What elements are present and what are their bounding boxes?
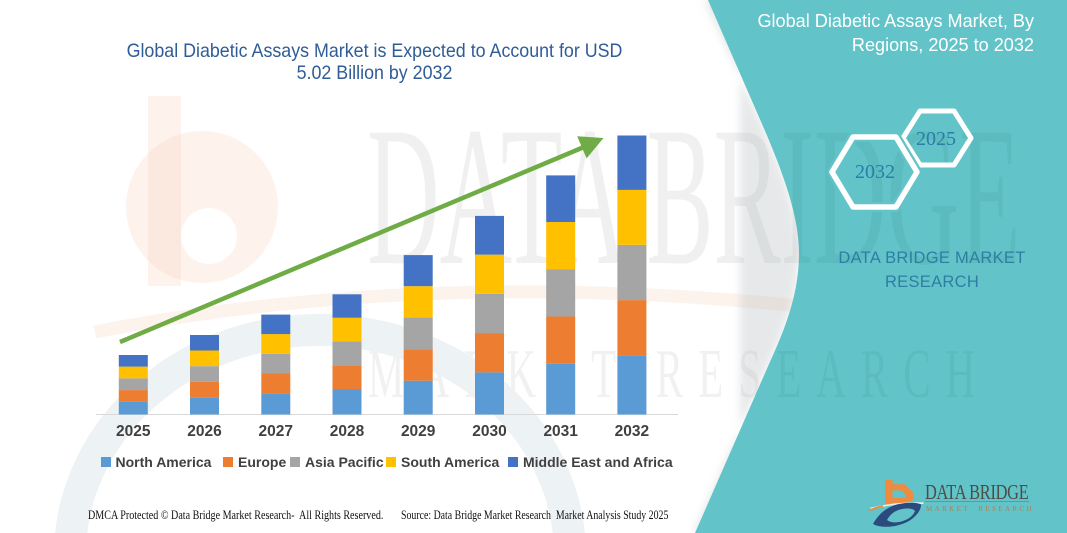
svg-text:DATA BRIDGE: DATA BRIDGE bbox=[925, 481, 1029, 504]
svg-text:MARKET RESEARCH: MARKET RESEARCH bbox=[926, 505, 1034, 513]
